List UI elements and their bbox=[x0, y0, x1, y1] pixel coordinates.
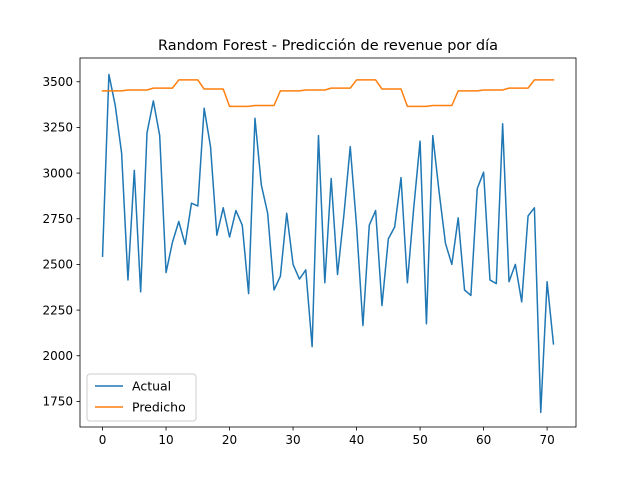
y-tick-label: 3500 bbox=[42, 75, 73, 89]
legend-label-actual: Actual bbox=[132, 379, 171, 394]
plot-area: 0 10 20 30 40 50 60 70 1750 2000 2250 2500 2750 3000 3… bbox=[42, 57, 577, 447]
x-tick-label: 50 bbox=[412, 433, 427, 447]
x-tick-label: 0 bbox=[99, 433, 107, 447]
y-tick-label: 3250 bbox=[42, 121, 73, 135]
axes-frame bbox=[79, 57, 577, 428]
legend-label-predicho: Predicho bbox=[132, 400, 186, 415]
y-tick-label: 3000 bbox=[42, 166, 73, 180]
x-tick-label: 70 bbox=[539, 433, 554, 447]
x-tick-label: 30 bbox=[285, 433, 300, 447]
x-tick-label: 10 bbox=[158, 433, 173, 447]
y-tick-label: 2500 bbox=[42, 258, 73, 272]
series-line-predicho bbox=[101, 79, 555, 108]
y-tick-label: 1750 bbox=[42, 395, 73, 409]
chart-title: Random Forest - Predicción de revenue po… bbox=[158, 38, 498, 54]
x-tick-label: 20 bbox=[222, 433, 237, 447]
x-tick-label: 40 bbox=[349, 433, 364, 447]
y-tick-label: 2250 bbox=[42, 303, 73, 317]
legend: Actual Predicho bbox=[86, 373, 197, 422]
y-tick-label: 2750 bbox=[42, 212, 73, 226]
y-tick-label: 2000 bbox=[42, 349, 73, 363]
x-tick-label: 60 bbox=[476, 433, 491, 447]
series-line-actual bbox=[101, 73, 555, 414]
